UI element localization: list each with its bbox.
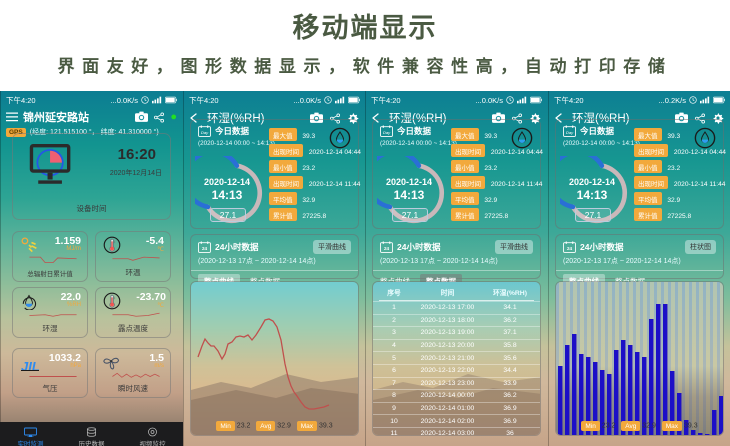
svg-text:Day: Day xyxy=(201,130,209,135)
svg-text:24: 24 xyxy=(384,246,390,251)
svg-text:Day: Day xyxy=(383,130,391,135)
svg-text:24: 24 xyxy=(202,246,208,251)
svg-text:Day: Day xyxy=(566,130,574,135)
svg-text:24: 24 xyxy=(567,246,573,251)
